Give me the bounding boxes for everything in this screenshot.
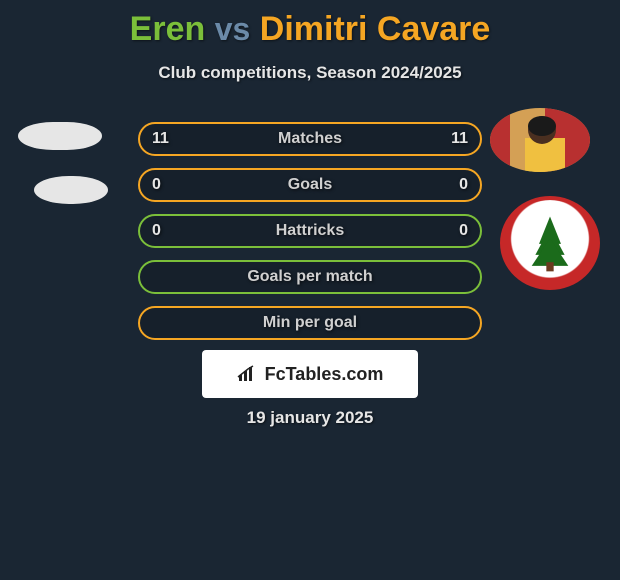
player2-name: Dimitri Cavare bbox=[260, 10, 491, 48]
bar-chart-icon bbox=[237, 365, 259, 383]
subtitle-text: Club competitions, Season 2024/2025 bbox=[0, 63, 620, 83]
stat-row-matches: 11 Matches 11 bbox=[138, 122, 482, 156]
stat-row-hattricks: 0 Hattricks 0 bbox=[138, 214, 482, 248]
stat-label: Goals bbox=[288, 176, 332, 194]
player1-silhouette-2 bbox=[34, 176, 108, 204]
stat-right-value: 0 bbox=[459, 222, 468, 240]
vs-text: vs bbox=[215, 11, 251, 47]
stat-row-goals: 0 Goals 0 bbox=[138, 168, 482, 202]
player2-photo bbox=[490, 108, 590, 172]
player1-silhouette-1 bbox=[18, 122, 102, 150]
stat-right-value: 11 bbox=[451, 130, 468, 148]
stat-left-value: 0 bbox=[152, 176, 161, 194]
stat-label: Hattricks bbox=[276, 222, 344, 240]
stat-label: Matches bbox=[278, 130, 342, 148]
stat-label: Min per goal bbox=[263, 314, 357, 332]
stat-row-goals-per-match: Goals per match bbox=[138, 260, 482, 294]
comparison-title: Eren vs Dimitri Cavare bbox=[0, 0, 620, 49]
club-badge bbox=[500, 196, 600, 290]
stat-row-min-per-goal: Min per goal bbox=[138, 306, 482, 340]
brand-box: FcTables.com bbox=[202, 350, 418, 398]
player1-name: Eren bbox=[130, 10, 206, 48]
stat-right-value: 0 bbox=[459, 176, 468, 194]
stat-left-value: 0 bbox=[152, 222, 161, 240]
stat-left-value: 11 bbox=[152, 130, 169, 148]
date-text: 19 january 2025 bbox=[247, 408, 374, 428]
stat-label: Goals per match bbox=[247, 268, 372, 286]
brand-text: FcTables.com bbox=[265, 364, 384, 385]
stats-container: 11 Matches 11 0 Goals 0 0 Hattricks 0 Go… bbox=[138, 122, 482, 352]
